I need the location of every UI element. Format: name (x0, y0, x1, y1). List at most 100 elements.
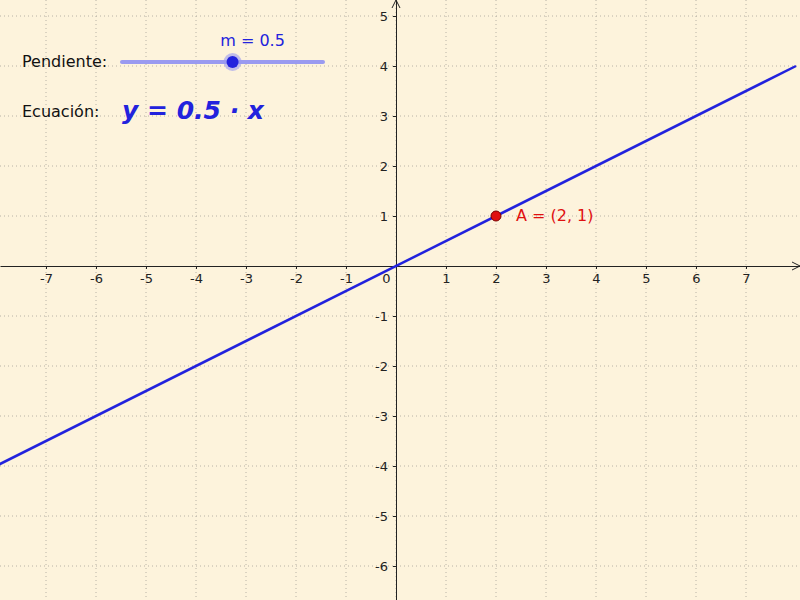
grid-line (0, 416, 800, 417)
grid-line (0, 166, 800, 167)
tick: -1 (340, 266, 353, 286)
grid-line (46, 0, 47, 600)
tick-mark (146, 266, 147, 269)
tick-mark (393, 16, 396, 17)
point-label: A = (2, 1) (516, 206, 594, 225)
slider-track[interactable] (122, 60, 323, 64)
grid-line (0, 316, 800, 317)
tick-label: -4 (190, 271, 203, 286)
tick-label: -3 (240, 271, 253, 286)
tick-mark (393, 416, 396, 417)
tick: 2 (492, 266, 500, 286)
tick-label: -3 (375, 409, 388, 424)
slider-knob-halo (224, 53, 242, 71)
tick: 1 (380, 209, 396, 224)
tick-label: 5 (380, 9, 388, 24)
tick: -6 (90, 266, 103, 286)
grid-line (696, 0, 697, 600)
chart: -7-6-5-4-3-2-101234567-6-5-4-3-2-112345A… (0, 0, 800, 600)
tick-label: -5 (140, 271, 153, 286)
tick: 2 (380, 159, 396, 174)
tick: 3 (542, 266, 550, 286)
tick: -6 (375, 559, 396, 574)
tick-mark (246, 266, 247, 269)
tick-mark (46, 266, 47, 269)
tick-mark (346, 266, 347, 269)
tick-label: 7 (742, 271, 750, 286)
tick-mark (96, 266, 97, 269)
grid-line (0, 516, 800, 517)
tick-mark (393, 516, 396, 517)
equation-label: Ecuación: (22, 102, 99, 121)
grid-line (296, 0, 297, 600)
tick-mark (196, 266, 197, 269)
grid-line (346, 0, 347, 600)
tick: -5 (140, 266, 153, 286)
plot-area (0, 66, 796, 466)
axis-arrow (792, 262, 800, 270)
y-axis: -6 -5 -4 -3 -2 -1 1 2 3 4 5 (375, 1, 396, 600)
grid-line (146, 0, 147, 600)
tick-mark (746, 266, 747, 269)
grid-line (0, 366, 800, 367)
tick-mark (393, 66, 396, 67)
tick-label: -4 (375, 459, 388, 474)
tick-mark (393, 116, 396, 117)
grid-line (446, 0, 447, 600)
tick-mark (393, 566, 396, 567)
tick-label: -1 (340, 271, 353, 286)
grid-line (396, 0, 397, 600)
tick-mark (646, 266, 647, 269)
tick-mark (546, 266, 547, 269)
tick: 4 (592, 266, 600, 286)
tick: -7 (40, 266, 53, 286)
tick-label: 1 (442, 271, 450, 286)
tick: 4 (380, 59, 396, 74)
slider-label: Pendiente: (22, 52, 107, 71)
line (0, 66, 796, 466)
tick: -2 (290, 266, 303, 286)
tick-label: 2 (492, 271, 500, 286)
grid-line (0, 566, 800, 567)
tick: 6 (692, 266, 700, 286)
grid-line (496, 0, 497, 600)
grid-line (0, 466, 800, 467)
point[interactable] (491, 211, 501, 221)
tick: 5 (642, 266, 650, 286)
axis-line (1, 266, 800, 267)
tick-mark (496, 266, 497, 269)
tick-mark (296, 266, 297, 269)
tick-label: -7 (40, 271, 53, 286)
tick-label: 1 (380, 209, 388, 224)
axis-arrow (392, 0, 400, 8)
slider-knob[interactable] (227, 56, 239, 68)
grid-line (196, 0, 197, 600)
grid-line (0, 216, 800, 217)
tick-mark (393, 216, 396, 217)
tick-mark (393, 166, 396, 167)
tick-mark (393, 366, 396, 367)
axis-line (396, 1, 397, 600)
tick-mark (696, 266, 697, 269)
grid-line (0, 66, 800, 67)
tick-label: -2 (290, 271, 303, 286)
tick-label: 5 (642, 271, 650, 286)
slider-value: m = 0.5 (220, 31, 285, 50)
tick-label: -5 (375, 509, 388, 524)
tick-mark (393, 316, 396, 317)
tick: -3 (240, 266, 253, 286)
tick: 5 (380, 9, 396, 24)
tick-mark (393, 466, 396, 467)
grid (0, 0, 800, 600)
tick: -5 (375, 509, 396, 524)
tick-mark (596, 266, 597, 269)
tick: -1 (375, 309, 396, 324)
tick: 3 (380, 109, 396, 124)
grid-line (246, 0, 247, 600)
tick: -2 (375, 359, 396, 374)
grid-line (96, 0, 97, 600)
tick-label: 3 (380, 109, 388, 124)
grid-line (546, 0, 547, 600)
tick: 1 (442, 266, 450, 286)
grid-line (646, 0, 647, 600)
